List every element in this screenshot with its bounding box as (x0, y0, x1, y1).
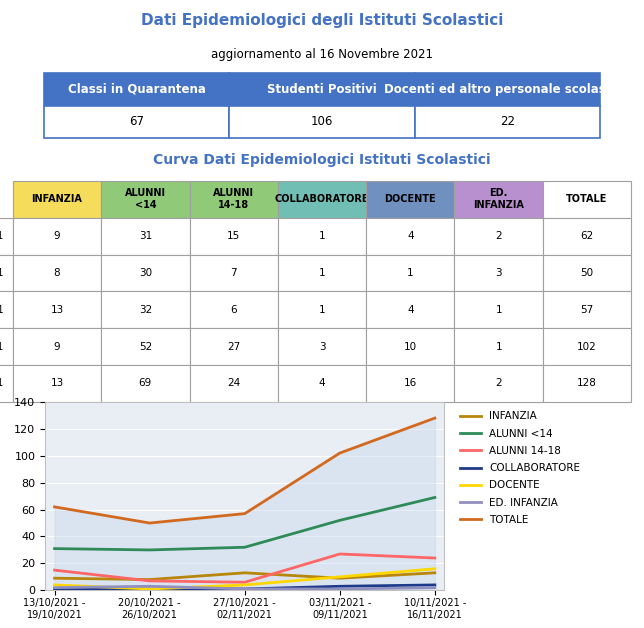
Text: Dati Epidemiologici degli Istituti Scolastici: Dati Epidemiologici degli Istituti Scola… (141, 13, 503, 28)
Text: aggiornamento al 16 Novembre 2021: aggiornamento al 16 Novembre 2021 (211, 48, 433, 61)
Text: Curva Dati Epidemiologici Istituti Scolastici: Curva Dati Epidemiologici Istituti Scola… (153, 153, 491, 167)
Legend: INFANZIA, ALUNNI <14, ALUNNI 14-18, COLLABORATORE, DOCENTE, ED. INFANZIA, TOTALE: INFANZIA, ALUNNI <14, ALUNNI 14-18, COLL… (456, 407, 585, 529)
